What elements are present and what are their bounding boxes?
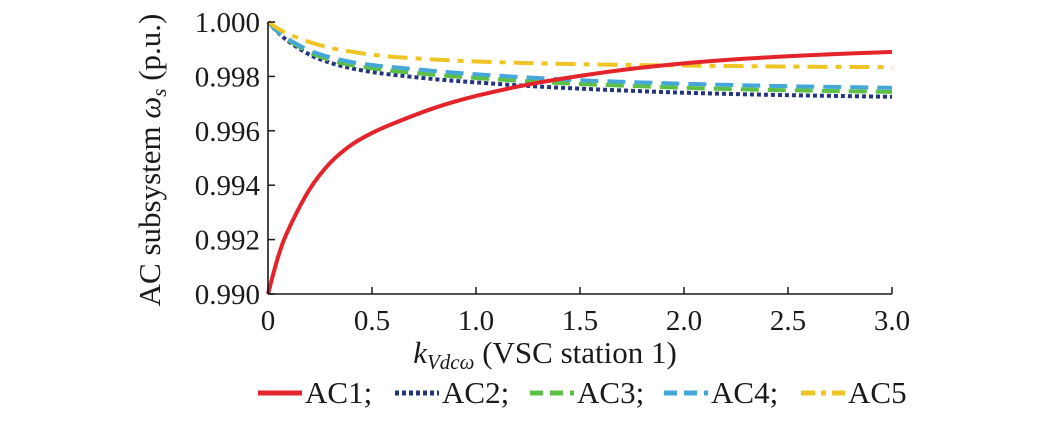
axes <box>267 22 892 295</box>
x-axis-title-rest: (VSC station 1) <box>474 335 676 370</box>
plot-area <box>266 20 893 295</box>
legend: AC1; AC2; AC3; AC4; AC5 <box>258 375 907 410</box>
series-line-ac2 <box>266 20 893 99</box>
legend-label: AC3; <box>577 375 644 410</box>
x-tick-label: 0 <box>261 305 276 337</box>
y-axis-title-symbol: ω <box>132 97 167 119</box>
series-line-ac3 <box>266 20 893 94</box>
y-tick-label: 0.992 <box>195 225 260 257</box>
y-tick-label: 0.996 <box>195 116 260 148</box>
x-tick-label: 1.5 <box>562 305 598 337</box>
y-axis-title-subscript: s <box>147 89 171 97</box>
x-tick-label: 3.0 <box>874 305 910 337</box>
x-axis-title: kVdcω (VSC station 1) <box>413 335 677 374</box>
legend-label: AC2; <box>442 375 509 410</box>
x-tick-label: 2.5 <box>770 305 806 337</box>
x-axis-ticks: 0 0.5 1.0 1.5 2.0 2.5 3.0 <box>261 287 910 337</box>
series-line-ac4 <box>266 20 893 90</box>
y-tick-label: 0.994 <box>195 170 261 202</box>
legend-label: AC4; <box>711 375 778 410</box>
y-axis-title: AC subsystem ωs (p.u.) <box>132 14 171 307</box>
y-tick-label: 1.000 <box>195 7 260 39</box>
x-tick-label: 0.5 <box>354 305 390 337</box>
legend-label: AC1; <box>305 375 372 410</box>
series-line-ac1 <box>266 49 893 295</box>
y-tick-label: 0.998 <box>195 61 260 93</box>
y-axis-ticks: 0.990 0.992 0.994 0.996 0.998 1.000 <box>195 7 275 311</box>
x-tick-label: 2.0 <box>666 305 702 337</box>
legend-label: AC5 <box>848 375 907 410</box>
x-tick-label: 1.0 <box>458 305 494 337</box>
x-axis-title-subscript: Vdcω <box>427 350 474 374</box>
y-axis-title-unit: (p.u.) <box>132 14 167 89</box>
y-tick-label: 0.990 <box>195 279 260 311</box>
y-axis-title-main: AC subsystem <box>132 119 167 307</box>
x-axis-title-symbol: k <box>413 335 428 370</box>
series-line-ac5 <box>266 20 893 70</box>
